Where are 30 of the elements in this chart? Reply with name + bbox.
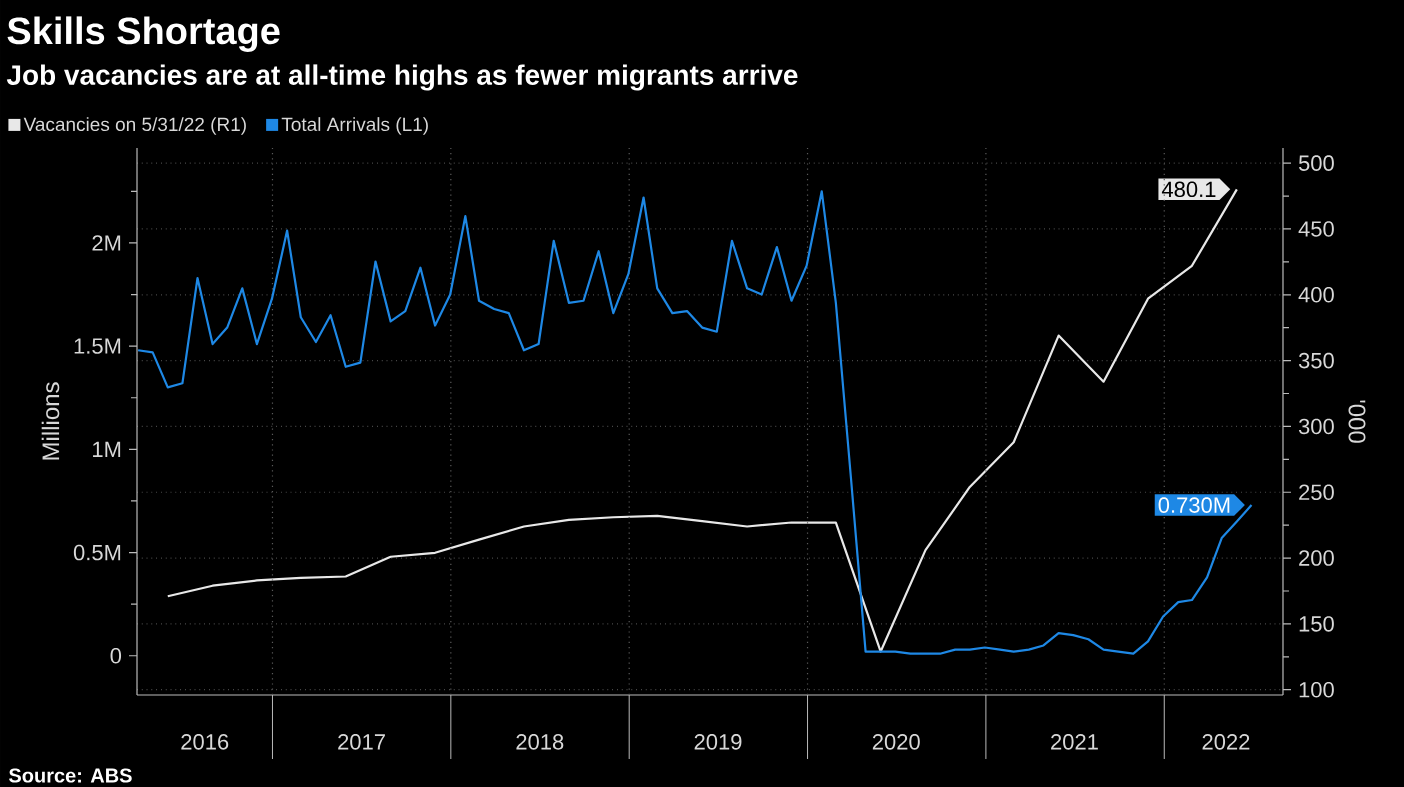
y-tick-label: 0 (110, 648, 122, 664)
x-tick-label: 2021 (1051, 734, 1098, 750)
data-label: 480.1 (1161, 181, 1216, 198)
y2-tick-label: 100 (1299, 681, 1334, 698)
source-note: Source: ABS (8, 768, 132, 783)
legend-label: Total Arrivals (L1) (281, 117, 428, 135)
y2-axis-title: '000 (1348, 400, 1366, 443)
chart-title: Skills Shortage (7, 16, 280, 52)
x-tick-label: 2018 (516, 734, 564, 750)
y2-tick-label: 400 (1298, 287, 1334, 303)
x-tick-label: 2019 (694, 734, 742, 750)
y2-tick-label: 300 (1298, 418, 1334, 435)
x-tick-label: 2017 (338, 734, 385, 750)
y2-tick-label: 350 (1298, 352, 1334, 369)
y2-tick-label: 150 (1299, 616, 1334, 632)
x-tick-label: 2016 (181, 734, 229, 750)
y2-tick-label: 450 (1298, 221, 1334, 237)
data-label: 0.730M (1158, 497, 1230, 513)
y-tick-label: 1M (93, 441, 121, 457)
chart-subtitle: Job vacancies are at all-time highs as fewer migrants arrive (6, 64, 798, 91)
y2-tick-label: 500 (1298, 155, 1334, 171)
y2-tick-label: 250 (1299, 484, 1334, 501)
y2-tick-label: 200 (1299, 550, 1334, 566)
y-tick-label: 2M (92, 235, 121, 251)
x-tick-label: 2020 (872, 734, 920, 750)
y-tick-label: 1.5M (74, 338, 121, 354)
x-tick-label: 2022 (1202, 734, 1250, 750)
legend-label: Vacancies on 5/31/22 (R1) (23, 117, 246, 135)
y-tick-label: 0.5M (73, 544, 121, 561)
y-axis-title: Millions (41, 382, 60, 460)
